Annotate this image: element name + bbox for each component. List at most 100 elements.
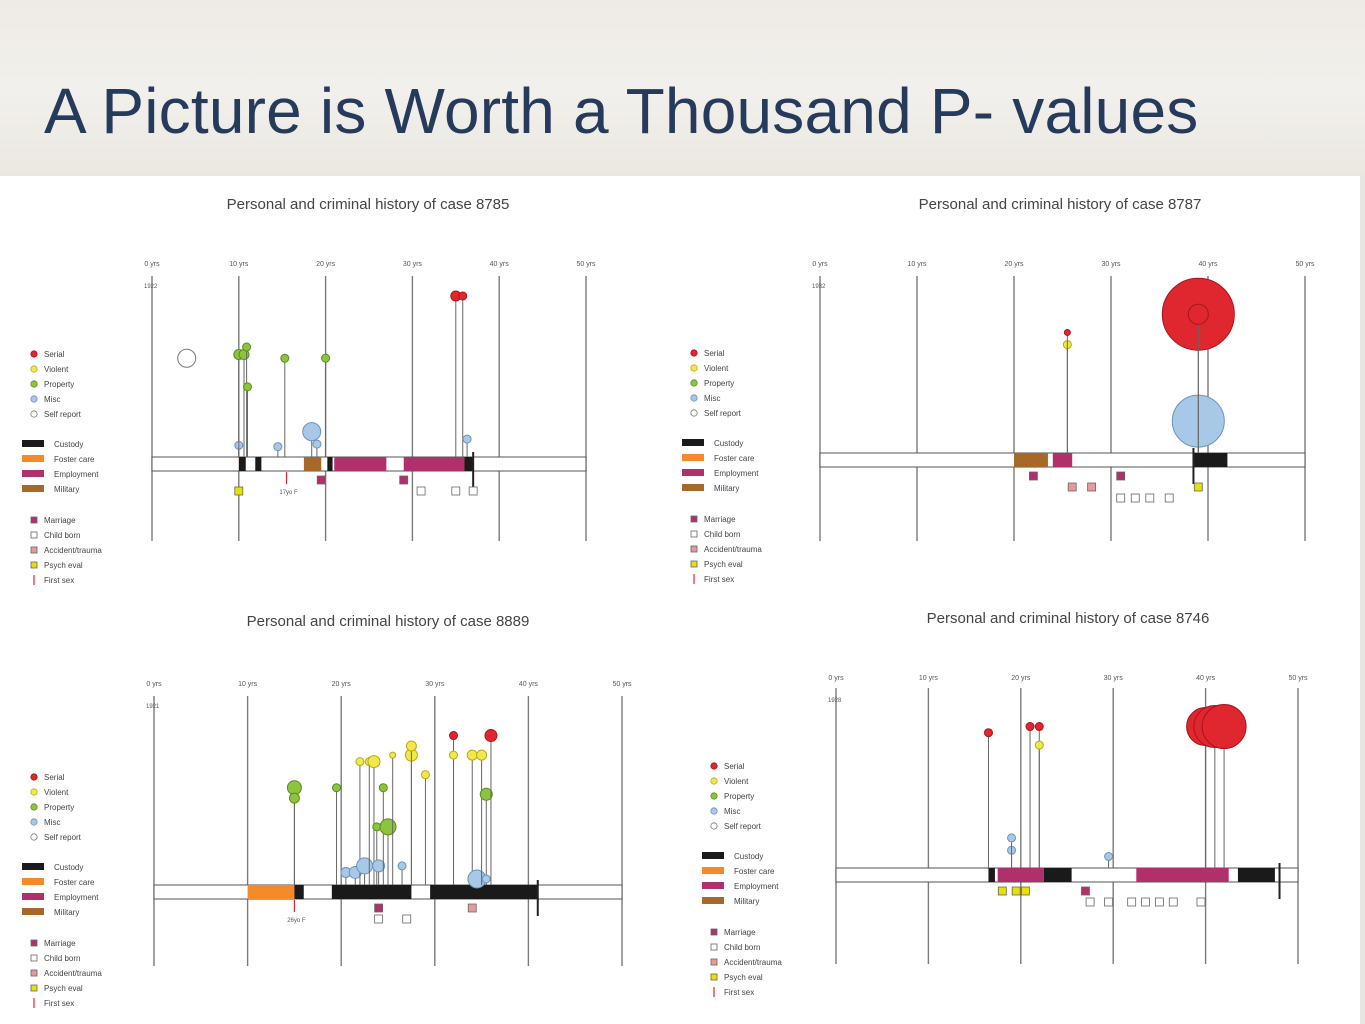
- marker-child: [1127, 897, 1137, 907]
- legend-label: Foster care: [734, 867, 775, 876]
- event-dot-serial: [1025, 722, 1035, 732]
- birth-year-label: 1932: [812, 284, 826, 290]
- legend-label: Violent: [704, 364, 729, 373]
- event-dot-misc: [302, 422, 322, 442]
- legend-label: Accident/trauma: [44, 546, 102, 555]
- legend-swatch-property: [30, 380, 38, 388]
- timeline-segment-employment: [334, 457, 387, 471]
- right-edge-divider: [1360, 176, 1365, 1024]
- legend-swatch-custody: [22, 863, 44, 870]
- x-tick-label: 20 yrs: [332, 681, 352, 688]
- legend-label: Employment: [54, 893, 99, 902]
- x-tick-label: 0 yrs: [812, 261, 828, 268]
- legend-label: Property: [724, 792, 754, 801]
- x-tick-label: 30 yrs: [1101, 261, 1121, 268]
- legend-swatch-property: [710, 792, 718, 800]
- legend-label: First sex: [724, 988, 754, 997]
- marker-child: [468, 486, 478, 496]
- legend-swatch-violent: [30, 788, 38, 796]
- event-dot-misc: [372, 859, 386, 873]
- legend-swatch-foster-care: [22, 455, 44, 462]
- legend-label: Foster care: [54, 455, 95, 464]
- marker-accident: [1087, 482, 1097, 492]
- x-tick-label: 40 yrs: [1196, 675, 1216, 682]
- event-dot-misc: [397, 861, 407, 871]
- marker-marriage: [374, 903, 384, 913]
- legend-label: Violent: [44, 788, 69, 797]
- legend-label: Property: [44, 803, 74, 812]
- legend-swatch-foster-care: [682, 454, 704, 461]
- event-dot-serial: [1034, 722, 1044, 732]
- legend-swatch-self: [690, 409, 698, 417]
- legend-swatch-self: [710, 822, 718, 830]
- legend-swatch-child: [30, 954, 38, 962]
- legend-swatch-property: [690, 379, 698, 387]
- event-dot-property: [379, 818, 397, 836]
- legend-label: Marriage: [44, 939, 76, 948]
- x-tick-label: 0 yrs: [828, 675, 844, 682]
- legend-label: Serial: [44, 773, 65, 782]
- marker-child: [416, 486, 426, 496]
- legend-label: First sex: [44, 999, 74, 1008]
- chart-panel-case-8746: Personal and criminal history of case 87…: [660, 596, 1360, 1024]
- marker-child: [1130, 493, 1140, 503]
- legend-label: Property: [704, 379, 734, 388]
- legend-swatch-marriage: [30, 516, 38, 524]
- event-dot-serial: [1063, 328, 1071, 336]
- legend-label: Serial: [704, 349, 725, 358]
- event-dot-violent: [355, 757, 365, 767]
- legend-swatch-self: [30, 410, 38, 418]
- legend-swatch-serial: [690, 349, 698, 357]
- timeline-chart-case-8787: Personal and criminal history of case 87…: [682, 196, 1315, 584]
- legend-label: Accident/trauma: [44, 969, 102, 978]
- event-dot-property: [288, 792, 300, 804]
- event-dot-property: [332, 783, 342, 793]
- marker-marriage: [1028, 471, 1038, 481]
- legend-swatch-employment: [22, 470, 44, 477]
- legend-label: Custody: [714, 439, 743, 448]
- event-dot-serial: [983, 728, 993, 738]
- legend-swatch-psych: [690, 560, 698, 568]
- timeline-chart-case-8785: Personal and criminal history of case 87…: [22, 196, 596, 585]
- legend-swatch-violent: [710, 777, 718, 785]
- legend-swatch-serial: [30, 773, 38, 781]
- legend-swatch-misc: [30, 395, 38, 403]
- birth-year-label: 1928: [828, 698, 842, 704]
- event-dot-violent: [466, 749, 478, 761]
- legend-swatch-violent: [30, 365, 38, 373]
- legend-label: Child born: [724, 943, 760, 952]
- legend-swatch-accident: [30, 546, 38, 554]
- legend-swatch-misc: [690, 394, 698, 402]
- legend-swatch-violent: [690, 364, 698, 372]
- chart-title: Personal and criminal history of case 87…: [227, 196, 510, 213]
- legend-swatch-child: [710, 943, 718, 951]
- legend-swatch-custody: [22, 440, 44, 447]
- legend-swatch-accident: [690, 545, 698, 553]
- event-dot-serial: [1201, 704, 1247, 750]
- legend-label: Child born: [44, 531, 80, 540]
- timeline-segment-military: [303, 457, 322, 471]
- chart-panel-case-8889: Personal and criminal history of case 88…: [0, 596, 660, 1024]
- timeline-segment-custody: [1193, 453, 1228, 467]
- legend-label: Marriage: [704, 515, 736, 524]
- legend-swatch-foster-care: [22, 878, 44, 885]
- marker-child: [1168, 897, 1178, 907]
- first-sex-label: 17yo F: [279, 490, 298, 496]
- legend-label: Self report: [724, 822, 762, 831]
- legend-swatch-custody: [682, 439, 704, 446]
- event-dot-misc: [481, 874, 491, 884]
- legend-label: Foster care: [714, 454, 755, 463]
- timeline-segment-custody: [331, 885, 412, 899]
- marker-accident: [467, 903, 477, 913]
- legend-swatch-misc: [30, 818, 38, 826]
- legend-swatch-military: [702, 897, 724, 904]
- legend-label: Marriage: [724, 928, 756, 937]
- chart-title: Personal and criminal history of case 87…: [919, 196, 1202, 213]
- timeline-segment-employment: [1136, 868, 1229, 882]
- event-dot-violent: [476, 749, 488, 761]
- legend-label: Accident/trauma: [724, 958, 782, 967]
- legend-swatch-military: [682, 484, 704, 491]
- legend-label: Violent: [724, 777, 749, 786]
- event-dot-self-report: [177, 348, 197, 368]
- legend-swatch-accident: [30, 969, 38, 977]
